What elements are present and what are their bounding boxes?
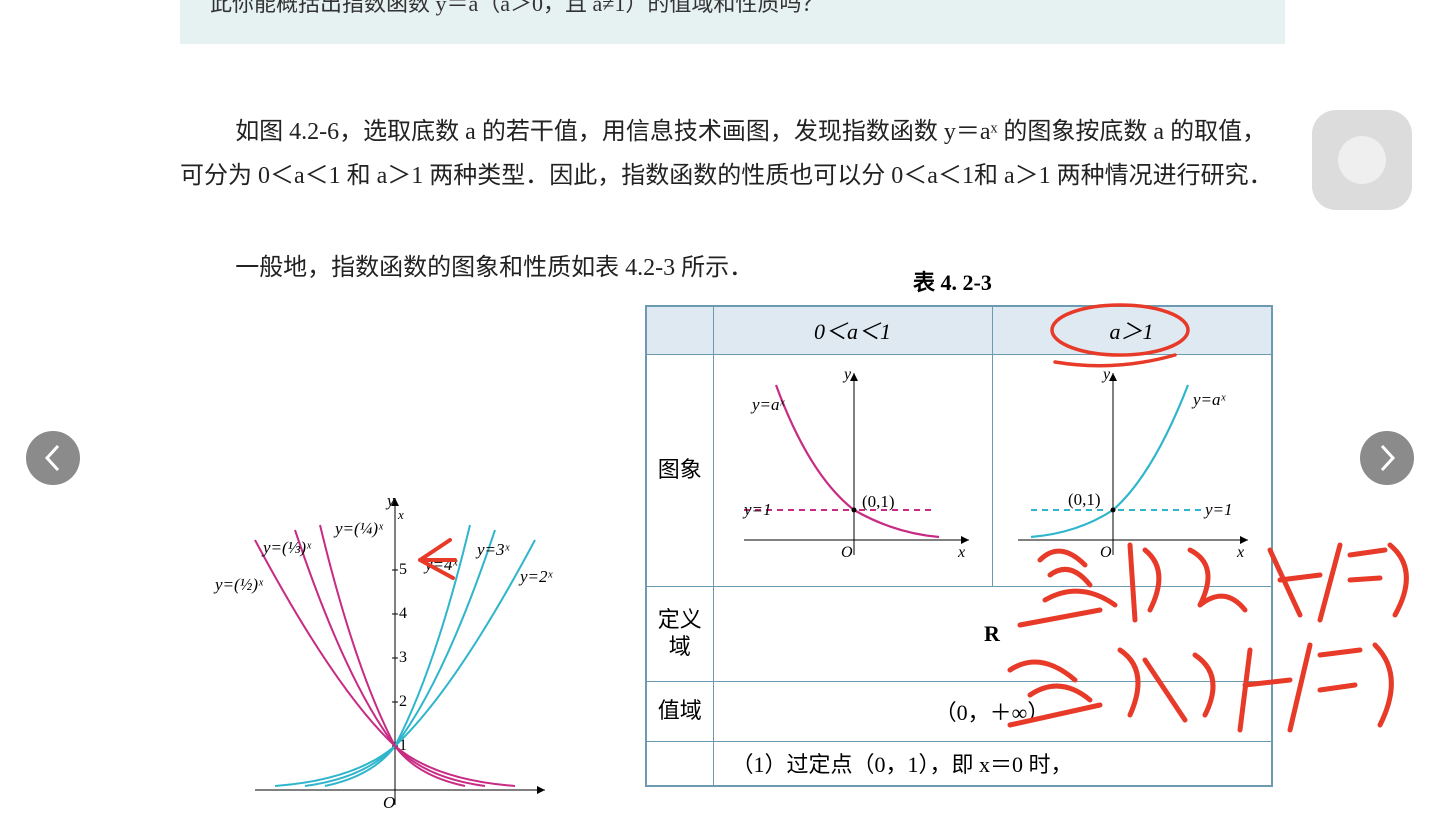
svg-text:y=aˣ: y=aˣ	[750, 395, 786, 414]
svg-text:3: 3	[399, 649, 407, 666]
svg-text:y=1: y=1	[742, 500, 772, 519]
svg-text:y: y	[842, 366, 852, 383]
svg-text:2: 2	[399, 693, 407, 710]
row-header-range: 值域	[646, 681, 713, 741]
properties-table: 0＜a＜1 a＞1 图象 y x O (0,1) y=1 y=aˣ	[645, 305, 1273, 787]
next-page-button[interactable]	[1360, 431, 1414, 485]
svg-text:x: x	[957, 544, 965, 561]
prop1-cell: （1）过定点（0，1），即 x＝0 时，	[713, 741, 1272, 786]
chevron-right-icon	[1377, 444, 1397, 472]
exp-increasing-graph: y x O (0,1) y=1 y=aˣ	[993, 355, 1271, 580]
svg-text:5: 5	[399, 561, 407, 578]
svg-text:O: O	[841, 544, 853, 561]
svg-text:y=(¼)ˣ: y=(¼)ˣ	[333, 519, 384, 538]
chevron-left-icon	[43, 444, 63, 472]
example-multi-exp-chart: y x O 1 2 3 4 5 y=(½)ˣ y=(⅓)ˣ y=(¼)ˣ y=4…	[195, 490, 595, 820]
range-cell: （0，＋∞）	[713, 681, 1272, 741]
svg-text:x: x	[397, 507, 404, 522]
svg-text:y=1: y=1	[1203, 500, 1233, 519]
intro-partial-text: 此你能概括出指数函数 y＝a（a＞0，且 a≠1）的值域和性质吗？	[210, 0, 823, 18]
col-header-2: a＞1	[992, 306, 1272, 354]
svg-text:y=2ˣ: y=2ˣ	[518, 567, 554, 586]
svg-text:y=3ˣ: y=3ˣ	[475, 540, 511, 559]
row-header-domain: 定义域	[646, 586, 713, 681]
graph-cell-left: y x O (0,1) y=1 y=aˣ	[713, 354, 992, 586]
prev-page-button[interactable]	[26, 431, 80, 485]
svg-text:O: O	[1100, 544, 1112, 561]
paragraph-1: 如图 4.2-6，选取底数 a 的若干值，用信息技术画图，发现指数函数 y＝aˣ…	[180, 110, 1285, 199]
col-header-1: 0＜a＜1	[713, 306, 992, 354]
svg-text:O: O	[383, 793, 395, 812]
svg-text:y=(⅓)ˣ: y=(⅓)ˣ	[261, 538, 312, 557]
assistive-touch-button[interactable]	[1312, 110, 1412, 210]
corner-cell	[646, 306, 713, 354]
svg-text:y=(½)ˣ: y=(½)ˣ	[213, 575, 264, 594]
paragraph-2: 一般地，指数函数的图象和性质如表 4.2-3 所示．	[180, 246, 1285, 290]
svg-text:(0,1): (0,1)	[1068, 490, 1101, 509]
row-header-prop	[646, 741, 713, 786]
table-caption: 表 4. 2-3	[913, 265, 992, 297]
svg-text:y: y	[385, 491, 395, 510]
svg-text:y: y	[1101, 366, 1111, 383]
svg-text:y=aˣ: y=aˣ	[1191, 390, 1227, 409]
svg-text:y=4ˣ: y=4ˣ	[423, 555, 459, 574]
exp-decreasing-graph: y x O (0,1) y=1 y=aˣ	[714, 355, 992, 580]
svg-text:x: x	[1236, 544, 1244, 561]
domain-cell: R	[713, 586, 1272, 681]
svg-text:4: 4	[399, 605, 407, 622]
graph-cell-right: y x O (0,1) y=1 y=aˣ	[992, 354, 1272, 586]
svg-text:(0,1): (0,1)	[862, 492, 895, 511]
row-header-graph: 图象	[646, 354, 713, 586]
intro-highlight-box: 此你能概括出指数函数 y＝a（a＞0，且 a≠1）的值域和性质吗？	[180, 0, 1285, 44]
